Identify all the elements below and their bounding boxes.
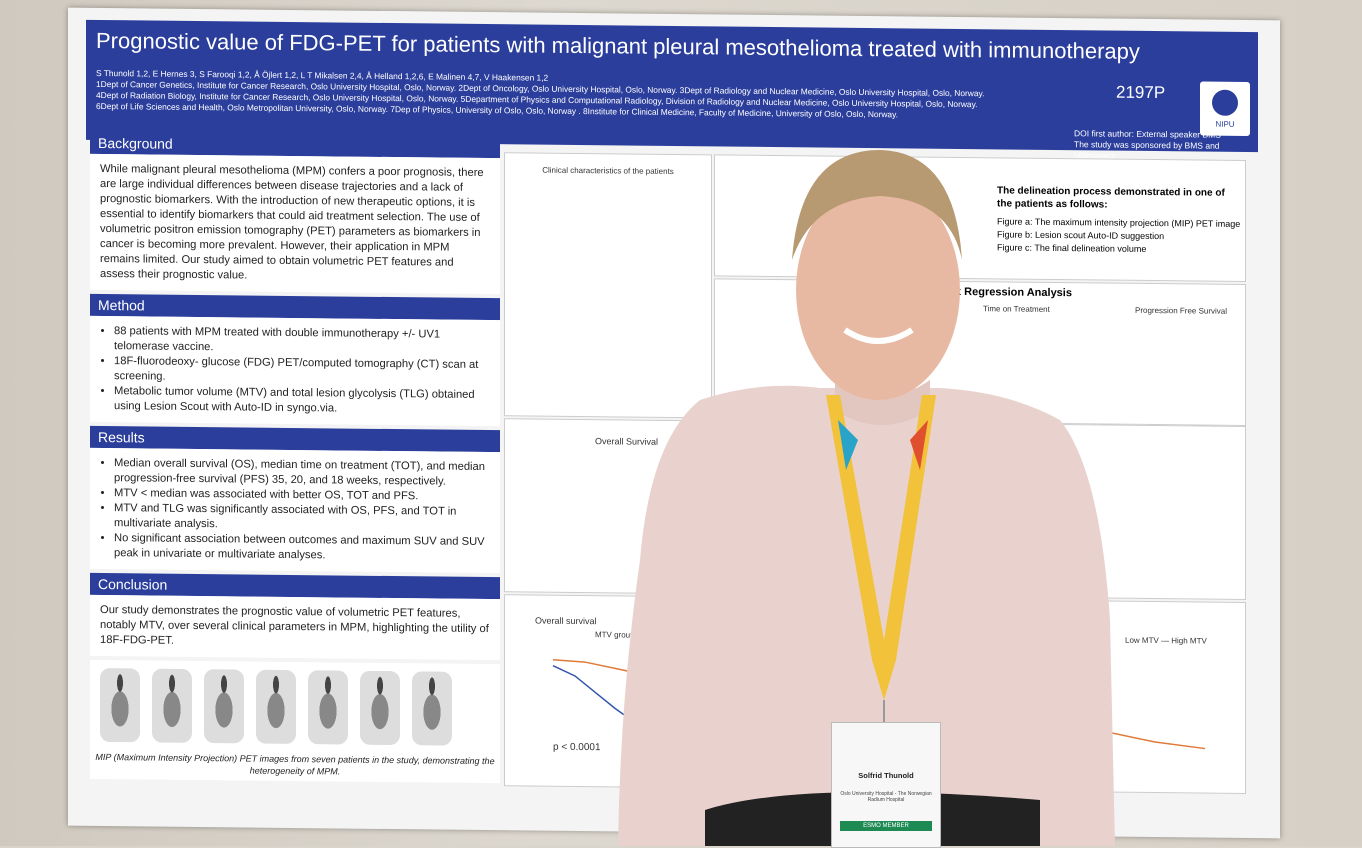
conclusion-text: Our study demonstrates the prognostic va… bbox=[90, 594, 500, 661]
table-title: Clinical characteristics of the patients bbox=[542, 165, 674, 176]
mip-image bbox=[412, 671, 452, 746]
os-forest-panel: Overall Survival bbox=[504, 418, 1246, 600]
left-column: Background While malignant pleural mesot… bbox=[90, 128, 500, 784]
delineation-title: The delineation process demonstrated in … bbox=[997, 185, 1225, 211]
nipu-logo: NIPU bbox=[1200, 81, 1250, 137]
method-list: 88 patients with MPM treated with double… bbox=[90, 315, 500, 427]
badge-member: ESMO MEMBER bbox=[840, 821, 932, 831]
mip-image bbox=[360, 670, 400, 746]
os-forest-title: Overall Survival bbox=[595, 436, 659, 447]
background-text: While malignant pleural mesothelioma (MP… bbox=[90, 153, 500, 295]
logo-text: NIPU bbox=[1215, 119, 1235, 129]
mip-image bbox=[256, 669, 296, 745]
mip-image bbox=[152, 668, 192, 743]
list-item: Metabolic tumor volume (MTV) and total l… bbox=[114, 384, 490, 418]
lung-icon bbox=[1212, 89, 1238, 116]
poster: Prognostic value of FDG-PET for patients… bbox=[68, 7, 1280, 839]
pfs-label: Progression Free Survival bbox=[1135, 305, 1228, 316]
mip-image bbox=[308, 670, 348, 745]
badge-org: Oslo University Hospital - The Norwegian… bbox=[840, 791, 932, 803]
poster-title: Prognostic value of FDG-PET for patients… bbox=[96, 27, 1140, 64]
results-list: Median overall survival (OS), median tim… bbox=[90, 447, 500, 574]
mip-image bbox=[100, 667, 140, 743]
delineation-a: Figure a: The maximum intensity projecti… bbox=[997, 216, 1241, 229]
list-item: Median overall survival (OS), median tim… bbox=[114, 456, 490, 490]
name-badge: Solfrid Thunold Oslo University Hospital… bbox=[831, 722, 941, 848]
list-item: No significant association between outco… bbox=[114, 531, 490, 565]
list-item: 18F-fluorodeoxy- glucose (FDG) PET/compu… bbox=[114, 354, 490, 388]
mip-panel: MIP (Maximum Intensity Projection) PET i… bbox=[90, 659, 500, 784]
delineation-panel: The delineation process demonstrated in … bbox=[714, 154, 1246, 282]
list-item: 88 patients with MPM treated with double… bbox=[114, 324, 490, 358]
list-item: MTV and TLG was significantly associated… bbox=[114, 501, 490, 535]
delineation-c: Figure c: The final delineation volume bbox=[997, 242, 1147, 254]
regression-title: x Regression Analysis bbox=[955, 285, 1072, 300]
delineation-b: Figure b: Lesion scout Auto-ID suggestio… bbox=[997, 229, 1165, 242]
mip-caption: MIP (Maximum Intensity Projection) PET i… bbox=[95, 751, 495, 777]
regression-panel: x Regression Analysis Time on Treatment … bbox=[714, 278, 1246, 426]
poster-id: 2197P bbox=[1116, 82, 1166, 103]
poster-authors: S Thunold 1,2, E Hernes 3, S Farooqi 1,2… bbox=[96, 68, 1026, 122]
mip-image bbox=[204, 669, 244, 744]
clinical-table-panel: Clinical characteristics of the patients bbox=[504, 152, 712, 419]
badge-name: Solfrid Thunold bbox=[858, 771, 914, 780]
mip-images bbox=[94, 664, 496, 755]
time-on-treatment-label: Time on Treatment bbox=[983, 304, 1050, 314]
